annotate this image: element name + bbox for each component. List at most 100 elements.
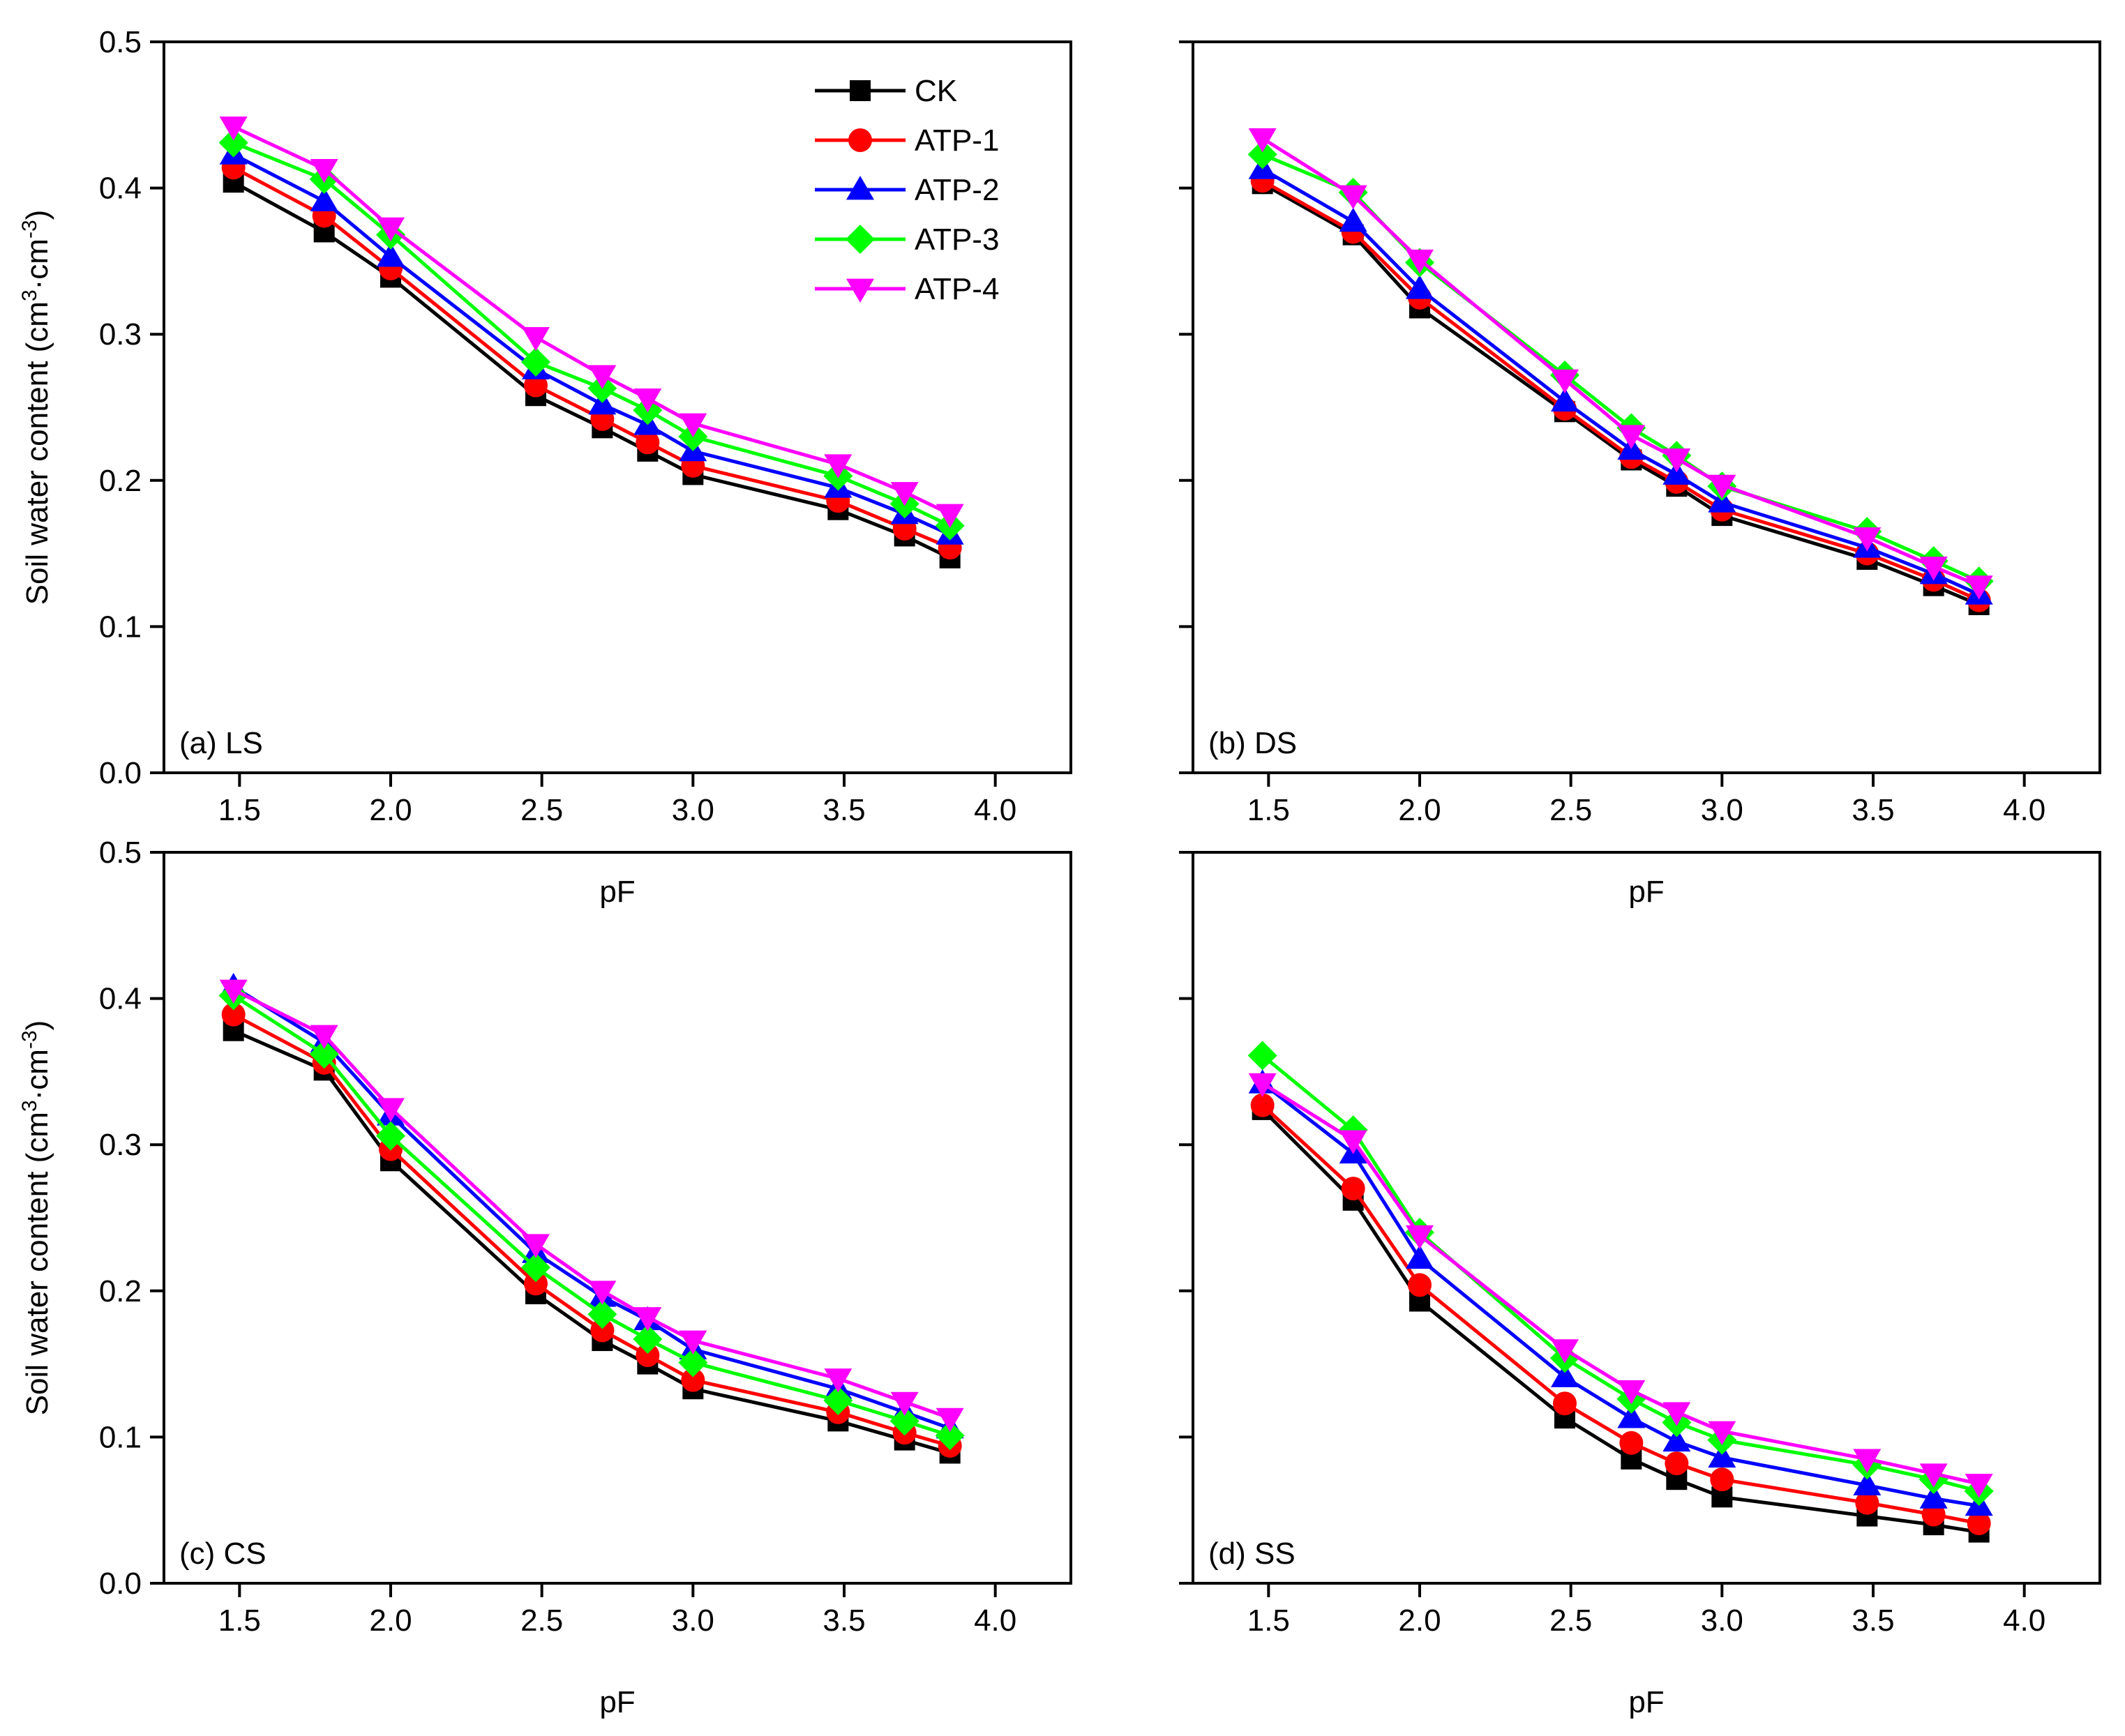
series-line xyxy=(232,166,951,550)
data-point xyxy=(1406,249,1434,274)
data-point xyxy=(1853,527,1882,552)
plot-frame xyxy=(163,40,1072,774)
data-point xyxy=(588,1281,617,1305)
data-point xyxy=(824,454,853,478)
series-atp-2 xyxy=(219,140,964,545)
data-point xyxy=(524,373,548,398)
series-atp-3 xyxy=(218,981,965,1451)
legend-label: ATP-3 xyxy=(915,222,999,257)
legend-label: ATP-1 xyxy=(915,123,999,158)
y-axis-label-part: ·cm xyxy=(20,239,54,289)
legend-item: ATP-4 xyxy=(815,272,999,306)
legend-marker xyxy=(850,80,871,101)
panel-label: (d) SS xyxy=(1208,1537,1296,1571)
legend-marker xyxy=(846,225,875,254)
data-point xyxy=(522,326,550,352)
series-atp-4 xyxy=(219,116,964,529)
data-point xyxy=(1853,1449,1882,1473)
x-axis-label: pF xyxy=(599,1685,635,1719)
data-point xyxy=(219,979,248,1004)
x-tick-label: 4.0 xyxy=(2003,1603,2045,1638)
series-line xyxy=(232,985,951,1431)
x-tick-label: 2.0 xyxy=(369,1603,412,1638)
data-point xyxy=(1551,1339,1579,1364)
data-point xyxy=(1551,1363,1579,1387)
data-point xyxy=(1855,1490,1879,1515)
data-point xyxy=(1662,448,1691,473)
data-point xyxy=(1247,139,1277,169)
data-point xyxy=(1250,1093,1275,1117)
y-tick-label: 0.0 xyxy=(99,1567,142,1601)
x-tick-label: 4.0 xyxy=(2003,793,2045,827)
data-point xyxy=(310,158,338,183)
data-point xyxy=(1662,1427,1691,1452)
data-point xyxy=(1662,460,1691,485)
data-point xyxy=(633,1307,662,1331)
y-axis-label-part: Soil water content (cm xyxy=(20,301,54,605)
x-tick-label: 1.5 xyxy=(1247,793,1290,827)
chart-panel-4: 1.5 2.0 2.5 3.0 3.5 4.0 pF (d) SS xyxy=(1179,851,2101,1719)
data-point xyxy=(636,1343,660,1368)
x-tick-label: 3.0 xyxy=(672,1603,714,1638)
series-line xyxy=(1261,167,1980,596)
y-tick-label: 0.4 xyxy=(99,172,142,206)
data-point xyxy=(587,1299,617,1329)
legend-label: ATP-4 xyxy=(915,272,999,306)
data-point xyxy=(1406,275,1434,299)
data-point xyxy=(377,243,405,267)
legend-item: ATP-1 xyxy=(815,123,999,158)
legend-label: CK xyxy=(915,74,957,108)
data-point xyxy=(678,1348,708,1378)
data-point xyxy=(890,482,919,506)
data-point xyxy=(1617,1380,1646,1405)
data-point xyxy=(588,365,617,389)
y-axis-label: Soil water content (cm3·cm-3) xyxy=(18,210,54,605)
series-line xyxy=(232,994,951,1437)
series-line xyxy=(1261,1082,1980,1486)
y-tick-label: 0.2 xyxy=(99,464,142,498)
data-point xyxy=(590,1318,615,1343)
data-point xyxy=(1919,1484,1948,1509)
x-tick-label: 3.5 xyxy=(823,1603,865,1638)
x-tick-label: 1.5 xyxy=(218,1603,261,1638)
y-axis-label-part: 3 xyxy=(18,1100,41,1112)
data-point xyxy=(1408,1273,1432,1297)
x-tick-label: 4.0 xyxy=(974,793,1016,827)
data-point xyxy=(1406,1225,1434,1250)
data-point xyxy=(1339,185,1367,210)
series-line xyxy=(232,1029,951,1455)
data-point xyxy=(310,187,338,211)
series-line xyxy=(232,1013,951,1448)
data-point xyxy=(679,1330,707,1355)
legend-item: ATP-2 xyxy=(815,173,999,207)
data-point xyxy=(1551,369,1579,394)
legend-marker xyxy=(846,176,874,200)
data-point xyxy=(1406,1244,1434,1269)
x-tick-label: 3.5 xyxy=(1852,1603,1894,1638)
legend-item: ATP-3 xyxy=(815,222,999,257)
legend-item: CK xyxy=(815,74,957,108)
data-point xyxy=(1967,1511,1991,1536)
y-axis-label: Soil water content (cm3·cm-3) xyxy=(18,1020,54,1416)
x-tick-label: 2.5 xyxy=(520,1603,563,1638)
data-point xyxy=(522,1234,550,1258)
series-atp-1 xyxy=(1250,169,1991,612)
y-tick-label: 0.1 xyxy=(99,1420,142,1454)
x-tick-label: 1.5 xyxy=(218,793,261,827)
x-tick-label: 3.0 xyxy=(1701,1603,1743,1638)
series-line xyxy=(1261,137,1980,588)
x-tick-label: 3.0 xyxy=(1701,793,1743,827)
series-line xyxy=(1261,153,1980,583)
x-tick-label: 3.5 xyxy=(823,793,865,827)
data-point xyxy=(377,217,405,242)
data-point xyxy=(1965,1474,1993,1498)
data-point xyxy=(1708,1421,1736,1446)
panel-label: (b) DS xyxy=(1208,726,1297,760)
data-point xyxy=(376,1121,405,1151)
y-axis-label-part: ) xyxy=(20,210,54,220)
y-tick-label: 0.3 xyxy=(99,1128,142,1162)
x-axis-label: pF xyxy=(599,875,635,909)
data-point xyxy=(1247,1041,1277,1071)
data-point xyxy=(1339,1130,1367,1154)
x-tick-label: 2.0 xyxy=(1398,1603,1441,1638)
